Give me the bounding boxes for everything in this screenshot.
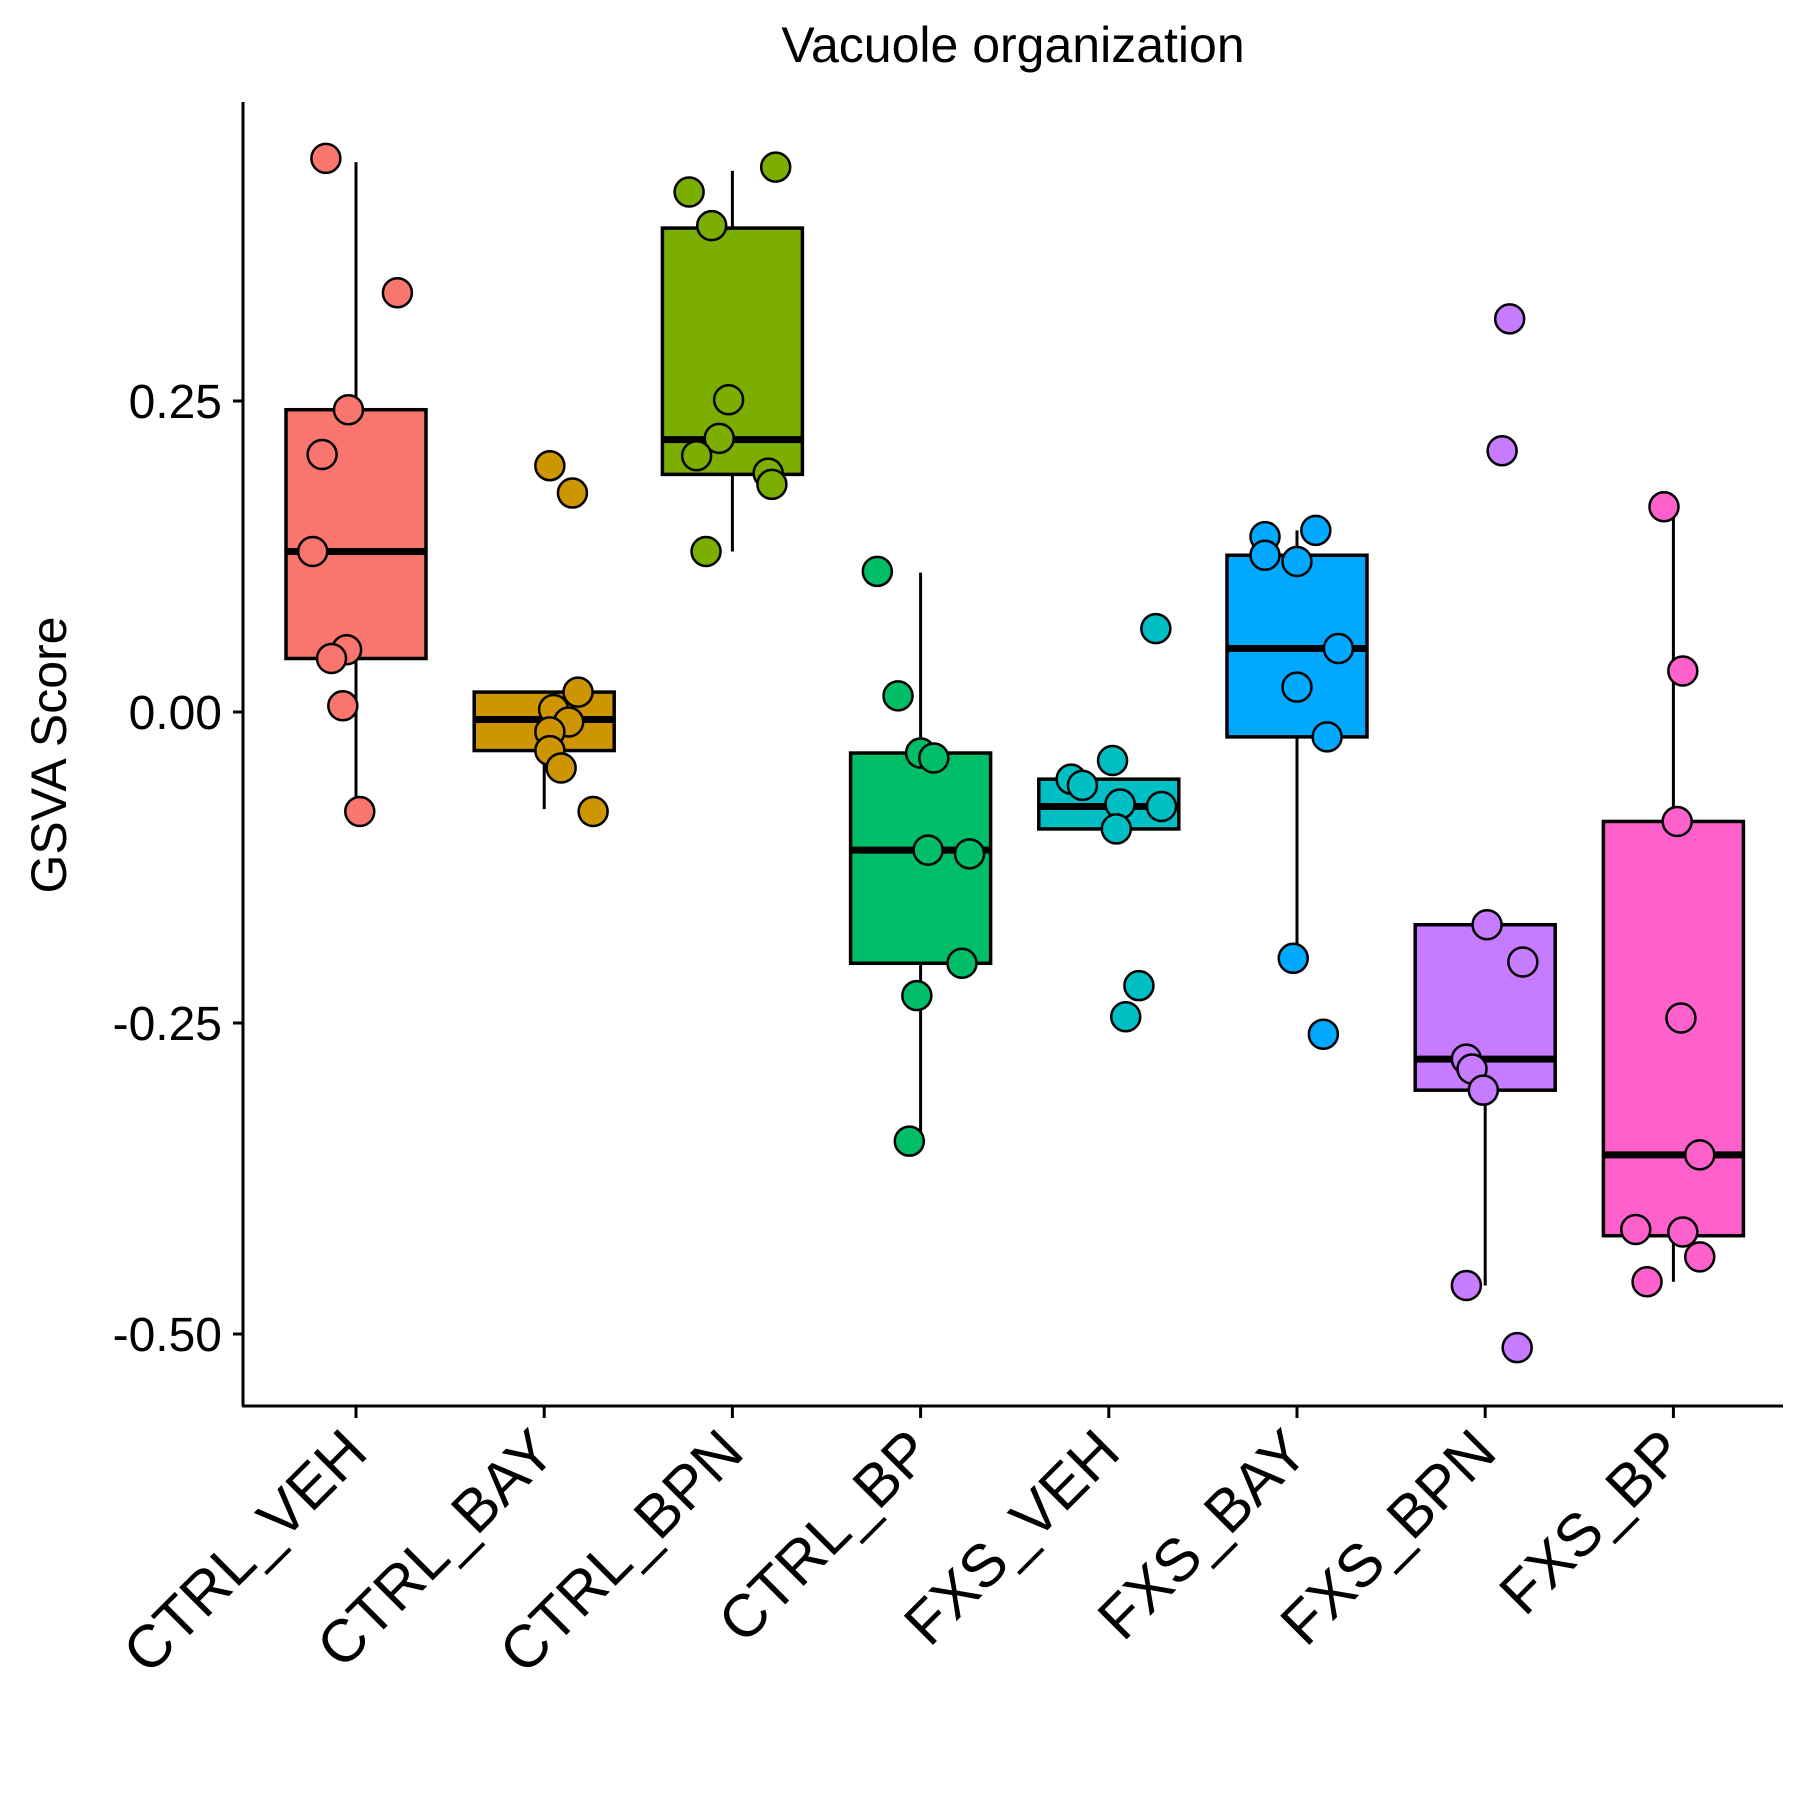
data-point — [1501, 1331, 1533, 1364]
box-group-fxs-bp — [1601, 490, 1746, 1298]
data-point — [1096, 744, 1129, 777]
data-point — [545, 752, 577, 784]
data-point — [344, 795, 376, 828]
data-point — [1109, 1001, 1142, 1033]
data-point — [296, 535, 329, 568]
chart-title: Vacuole organization — [781, 17, 1244, 73]
data-point — [332, 393, 365, 426]
y-tick-label: -0.25 — [113, 998, 222, 1051]
data-point — [1277, 942, 1309, 975]
data-point — [1486, 435, 1518, 467]
data-point — [556, 477, 589, 509]
data-point — [1661, 805, 1693, 838]
data-point — [562, 676, 594, 708]
data-point — [695, 209, 728, 242]
x-tick-label: FXS_BP — [1487, 1417, 1697, 1627]
data-point — [1450, 1269, 1483, 1302]
y-axis-label: GSVA Score — [21, 617, 77, 894]
data-point — [381, 277, 414, 309]
data-point — [1281, 545, 1313, 578]
data-point — [1300, 514, 1332, 547]
data-point — [1648, 490, 1680, 523]
data-point — [912, 834, 944, 866]
data-point — [1145, 790, 1178, 823]
data-point — [1307, 1018, 1340, 1050]
data-point — [577, 795, 609, 828]
data-point — [327, 690, 359, 722]
box-group-fxs-bpn — [1413, 303, 1557, 1364]
y-axis-ticks: 0.25 0.00 -0.25 -0.50 — [113, 376, 243, 1362]
data-point — [310, 142, 342, 175]
data-point — [1471, 908, 1503, 941]
data-point — [315, 642, 348, 675]
y-tick-label: 0.25 — [129, 376, 222, 429]
data-point — [759, 151, 792, 183]
data-point — [712, 384, 745, 416]
plot-area — [284, 142, 1746, 1364]
data-point — [306, 438, 338, 471]
data-point — [1100, 813, 1133, 845]
data-point — [1493, 303, 1526, 335]
data-point — [1631, 1266, 1663, 1298]
box-group-ctrl-bpn — [660, 151, 805, 568]
data-point — [1665, 1002, 1697, 1034]
y-tick-label: -0.50 — [113, 1309, 222, 1362]
data-point — [1140, 612, 1172, 645]
data-point — [1249, 539, 1281, 572]
box-group-ctrl-bp — [848, 555, 993, 1157]
box-group-fxs-veh — [1037, 612, 1181, 1033]
box-group-ctrl-veh — [284, 142, 428, 828]
data-point — [1066, 769, 1099, 802]
data-point — [901, 979, 933, 1012]
data-point — [918, 742, 950, 774]
data-point — [953, 838, 986, 870]
data-point — [1281, 671, 1313, 703]
x-axis-ticks: CTRL_VEHCTRL_BAYCTRL_BPNCTRL_BPFXS_VEHFX… — [110, 1406, 1697, 1686]
data-point — [1507, 946, 1539, 978]
box — [1601, 819, 1746, 1238]
data-point — [1683, 1139, 1716, 1171]
data-point — [946, 947, 978, 980]
data-point — [703, 422, 735, 455]
data-point — [882, 680, 914, 712]
data-point — [1322, 632, 1355, 665]
data-point — [534, 449, 566, 482]
box-group-fxs-bay — [1225, 514, 1369, 1050]
data-point — [756, 468, 788, 501]
data-point — [680, 439, 713, 472]
data-point — [861, 555, 894, 588]
data-point — [673, 176, 705, 208]
box-group-ctrl-bay — [472, 449, 616, 828]
data-point — [690, 535, 722, 568]
data-point — [1467, 1074, 1500, 1106]
data-point — [1667, 655, 1699, 687]
data-point — [1311, 721, 1343, 753]
data-point — [893, 1125, 926, 1157]
y-tick-label: 0.00 — [129, 687, 222, 740]
data-point — [1683, 1241, 1716, 1273]
data-point — [1620, 1213, 1652, 1246]
box — [284, 407, 428, 661]
data-point — [1667, 1216, 1699, 1248]
data-point — [1123, 969, 1155, 1002]
